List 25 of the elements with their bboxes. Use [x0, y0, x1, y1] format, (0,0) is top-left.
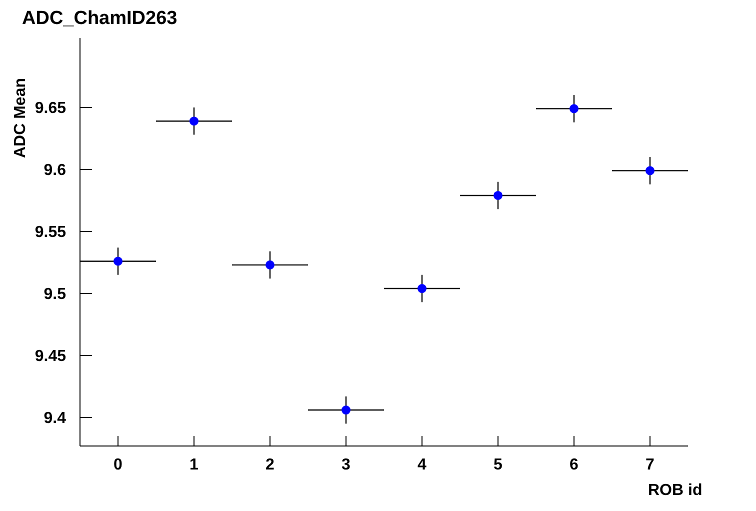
x-tick-label: 5	[494, 456, 503, 474]
point	[341, 406, 351, 415]
x-tick-label: 2	[266, 456, 275, 474]
x-tick-label: 7	[646, 456, 655, 474]
x-tick-label: 0	[114, 456, 123, 474]
y-axis-title: ADC Mean	[12, 78, 30, 158]
x-axis-title: ROB id	[648, 482, 702, 500]
point	[189, 116, 199, 126]
point	[645, 166, 655, 176]
point	[493, 190, 503, 200]
x-tick-label: 6	[570, 456, 579, 474]
point	[113, 256, 123, 266]
y-tick-label: 9.4	[44, 410, 66, 428]
y-tick-label: 9.6	[44, 162, 66, 180]
y-tick-label: 9.55	[34, 224, 66, 242]
x-tick-label: 3	[342, 456, 351, 474]
y-tick-label: 9.45	[34, 348, 66, 366]
x-tick-label: 4	[418, 456, 427, 474]
y-tick-label: 9.65	[34, 100, 66, 118]
point	[569, 104, 579, 114]
point	[417, 284, 427, 294]
chart-title: ADC_ChamID263	[22, 8, 178, 30]
x-tick-label: 1	[190, 456, 199, 474]
y-tick-label: 9.5	[44, 286, 66, 304]
point	[265, 260, 275, 270]
